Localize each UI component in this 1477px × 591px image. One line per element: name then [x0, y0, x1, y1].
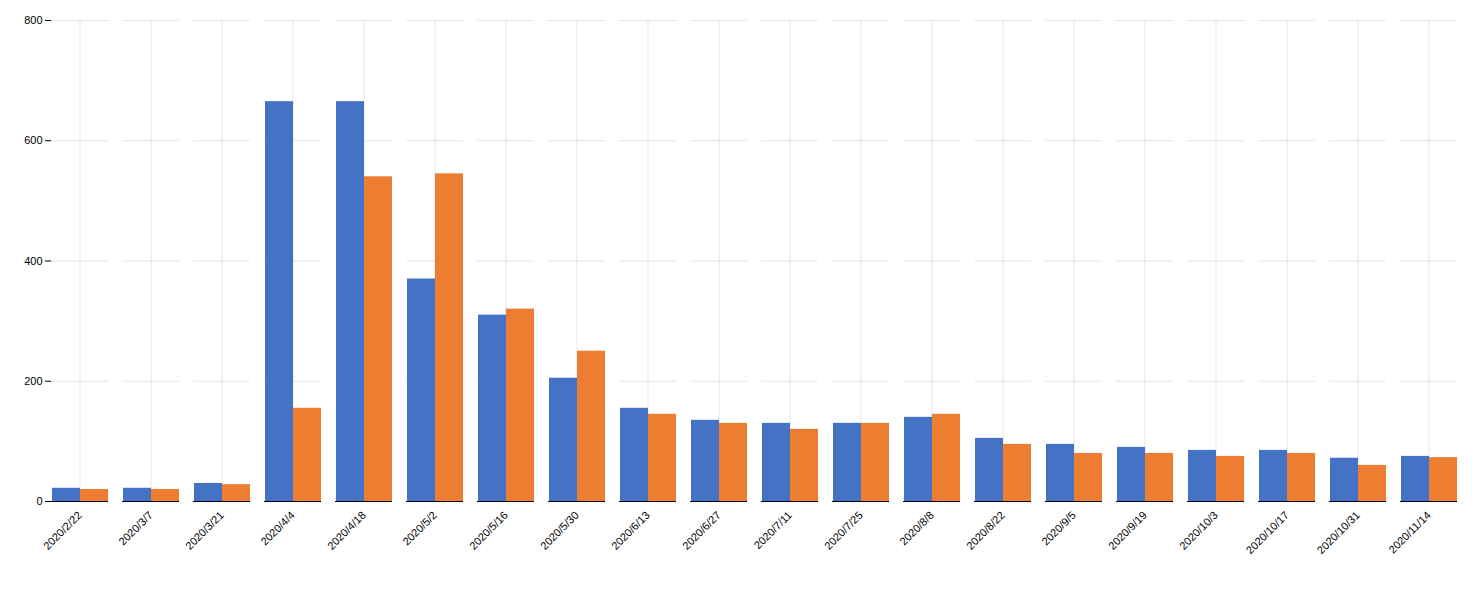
- svg-text:2020/3/21: 2020/3/21: [183, 509, 226, 552]
- svg-text:2020/6/27: 2020/6/27: [680, 509, 723, 552]
- svg-text:2020/8/22: 2020/8/22: [964, 509, 1007, 552]
- svg-text:2020/2/22: 2020/2/22: [41, 509, 84, 552]
- svg-text:200: 200: [24, 375, 42, 387]
- svg-text:2020/10/17: 2020/10/17: [1243, 509, 1290, 556]
- svg-text:2020/7/11: 2020/7/11: [751, 509, 794, 552]
- svg-text:2020/4/4: 2020/4/4: [258, 509, 297, 548]
- svg-text:2020/11/14: 2020/11/14: [1386, 509, 1433, 556]
- svg-text:2020/4/18: 2020/4/18: [325, 509, 368, 552]
- svg-text:2020/7/25: 2020/7/25: [822, 509, 865, 552]
- svg-text:2020/10/31: 2020/10/31: [1314, 509, 1361, 556]
- svg-text:2020/5/30: 2020/5/30: [538, 509, 581, 552]
- svg-text:2020/8/8: 2020/8/8: [897, 509, 936, 548]
- svg-text:0: 0: [36, 495, 42, 507]
- svg-text:600: 600: [24, 134, 42, 146]
- svg-text:2020/9/19: 2020/9/19: [1106, 509, 1149, 552]
- svg-text:2020/5/2: 2020/5/2: [400, 509, 439, 548]
- svg-text:2020/9/5: 2020/9/5: [1039, 509, 1078, 548]
- svg-text:400: 400: [24, 255, 42, 267]
- svg-text:2020/6/13: 2020/6/13: [609, 509, 652, 552]
- svg-text:2020/10/3: 2020/10/3: [1177, 509, 1220, 552]
- svg-text:2020/3/7: 2020/3/7: [116, 509, 155, 548]
- svg-text:800: 800: [24, 14, 42, 26]
- svg-text:2020/5/16: 2020/5/16: [467, 509, 510, 552]
